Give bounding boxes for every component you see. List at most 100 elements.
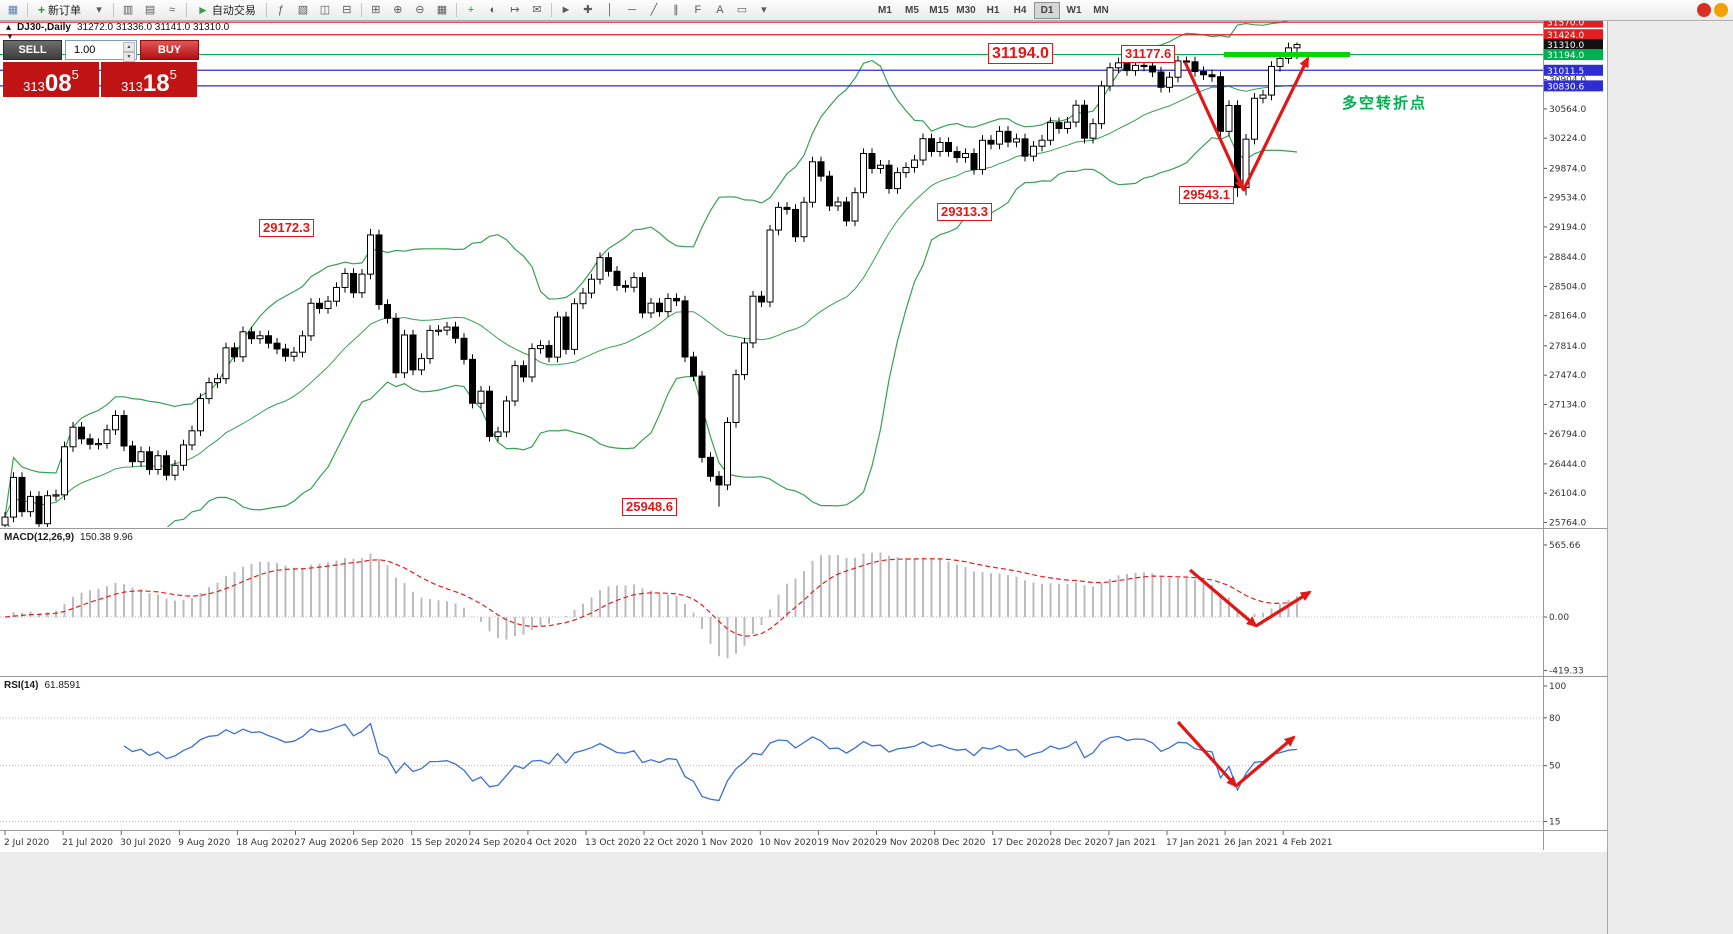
timeframe-toolbar: M1 M5 M15 M30 H1 H4 D1 W1 MN: [872, 2, 1115, 19]
svg-text:29 Nov 2020: 29 Nov 2020: [876, 838, 934, 848]
profiles-icon[interactable]: ▧: [297, 4, 309, 16]
vertical-line-icon[interactable]: │: [606, 4, 614, 16]
navigator-icon[interactable]: ◫: [319, 4, 331, 16]
sell-button[interactable]: SELL: [3, 40, 62, 60]
bar-chart-icon[interactable]: ▥: [122, 4, 134, 16]
price-annotation: 31177.6: [1121, 45, 1176, 63]
svg-text:24 Sep 2020: 24 Sep 2020: [469, 838, 526, 848]
svg-text:28844.0: 28844.0: [1549, 253, 1586, 263]
indicators-icon[interactable]: ƒ: [277, 4, 284, 16]
ask-prefix: 313: [121, 79, 143, 94]
bid-big-digits: 08: [44, 70, 72, 97]
new-order-button[interactable]: + 新订单: [32, 2, 87, 18]
zoom-in-icon[interactable]: ⊕: [393, 4, 403, 16]
svg-text:27134.0: 27134.0: [1549, 400, 1586, 410]
timeframe-m30[interactable]: M30: [956, 5, 976, 16]
timeframe-d1[interactable]: D1: [1034, 2, 1060, 19]
svg-text:80: 80: [1549, 714, 1561, 724]
channel-icon[interactable]: ∥: [673, 4, 679, 16]
volume-stepper: ▲ ▼: [123, 42, 135, 62]
ask-price[interactable]: 313 18 5: [101, 62, 197, 97]
svg-text:8 Dec 2020: 8 Dec 2020: [934, 838, 986, 848]
fibonacci-icon[interactable]: F: [694, 4, 702, 16]
ask-fraction: 5: [169, 67, 177, 82]
tile-windows-icon[interactable]: ▦: [436, 4, 448, 16]
svg-text:27814.0: 27814.0: [1549, 342, 1586, 352]
trendline-icon[interactable]: ╱: [650, 4, 658, 16]
timeframe-m15[interactable]: M15: [929, 5, 949, 16]
text-label-icon[interactable]: A: [716, 4, 724, 16]
svg-text:31424.0: 31424.0: [1547, 31, 1584, 41]
svg-text:6 Sep 2020: 6 Sep 2020: [353, 838, 405, 848]
new-chart-icon[interactable]: ⊞: [371, 4, 381, 16]
svg-text:4 Feb 2021: 4 Feb 2021: [1282, 838, 1332, 848]
svg-text:17 Jan 2021: 17 Jan 2021: [1166, 838, 1220, 848]
svg-text:25764.0: 25764.0: [1549, 519, 1586, 529]
svg-text:31570.0: 31570.0: [1547, 19, 1584, 29]
community-icon[interactable]: [1697, 3, 1711, 17]
rsi-value: 61.8591: [44, 680, 81, 691]
arrows-tool-icon[interactable]: ▾: [761, 4, 767, 16]
time-icon[interactable]: ◐: [489, 4, 497, 16]
svg-text:26 Jan 2021: 26 Jan 2021: [1224, 838, 1278, 848]
svg-text:29194.0: 29194.0: [1549, 223, 1586, 233]
chart-list-icon[interactable]: ▾: [96, 4, 102, 16]
toolbar-separator: [455, 3, 457, 17]
price-annotation: 29543.1: [1179, 186, 1234, 204]
chart-ohlc-values: 31272.0 31336.0 31141.0 31310.0: [76, 22, 230, 33]
volume-input[interactable]: 1.00 ▲ ▼: [65, 40, 137, 62]
line-chart-icon[interactable]: ≈: [168, 4, 176, 16]
ask-big-digits: 18: [142, 70, 170, 97]
add-indicator-icon[interactable]: +: [467, 4, 475, 16]
svg-text:30224.0: 30224.0: [1549, 134, 1586, 144]
zoom-out-icon[interactable]: ⊖: [415, 4, 425, 16]
timeframe-h4[interactable]: H4: [1013, 5, 1027, 16]
bid-price[interactable]: 313 08 5: [3, 62, 99, 97]
svg-text:0.00: 0.00: [1549, 613, 1569, 623]
toolbar-left-group: ▦ + 新订单 ▾ ▥ ▤ ≈ ► 自动交易 ƒ ▧ ◫ ⊟ ⊞ ⊕ ⊖ ▦ + ◐ ↦ ✉ ► ✚ │ ─ ╱ ∥ F A ▭ ▾: [0, 0, 775, 20]
svg-text:30 Jul 2020: 30 Jul 2020: [120, 838, 171, 848]
crosshair-icon[interactable]: ✚: [583, 4, 593, 16]
timeframe-w1[interactable]: W1: [1066, 5, 1082, 16]
one-click-collapse-icon[interactable]: ▼: [6, 32, 14, 41]
terminal-icon[interactable]: ▦: [7, 4, 19, 16]
svg-text:1 Nov 2020: 1 Nov 2020: [701, 838, 753, 848]
autotrading-button[interactable]: ► 自动交易: [191, 2, 262, 18]
toolbar-separator: [360, 3, 362, 17]
svg-text:10 Nov 2020: 10 Nov 2020: [759, 838, 817, 848]
shapes-icon[interactable]: ▭: [736, 4, 748, 16]
toolbar-separator: [27, 3, 28, 17]
price-annotation: 31194.0: [988, 43, 1053, 65]
timeframe-h1[interactable]: H1: [986, 5, 1000, 16]
cursor-icon[interactable]: ►: [560, 4, 572, 16]
rsi-indicator-label: RSI(14) 61.8591: [4, 680, 81, 691]
candlestick-chart-icon[interactable]: ▤: [144, 4, 156, 16]
svg-text:50: 50: [1549, 762, 1561, 772]
svg-text:28 Dec 2020: 28 Dec 2020: [1050, 838, 1108, 848]
help-icon[interactable]: [1714, 3, 1728, 17]
shift-chart-icon[interactable]: ↦: [510, 4, 520, 16]
svg-text:9 Aug 2020: 9 Aug 2020: [178, 838, 230, 848]
buy-button[interactable]: BUY: [140, 40, 199, 60]
toolbar: ▦ + 新订单 ▾ ▥ ▤ ≈ ► 自动交易 ƒ ▧ ◫ ⊟ ⊞ ⊕ ⊖ ▦ + ◐ ↦ ✉ ► ✚ │ ─ ╱ ∥ F A ▭ ▾ M1 M…: [0, 0, 1733, 21]
svg-text:15: 15: [1549, 817, 1560, 827]
timeframe-mn[interactable]: MN: [1093, 5, 1109, 16]
toolbar-separator: [186, 3, 188, 17]
horizontal-line-icon[interactable]: ─: [628, 4, 636, 16]
terminal-panel-icon[interactable]: ⊟: [342, 4, 352, 16]
svg-text:13 Oct 2020: 13 Oct 2020: [585, 838, 641, 848]
svg-text:30830.6: 30830.6: [1547, 82, 1584, 92]
price-annotation: 25948.6: [622, 498, 677, 516]
right-dock-area: [1607, 20, 1733, 934]
volume-increase-icon[interactable]: ▲: [123, 42, 135, 52]
timeframe-m1[interactable]: M1: [878, 5, 892, 16]
new-order-icon: +: [38, 3, 46, 17]
svg-text:26794.0: 26794.0: [1549, 430, 1586, 440]
svg-text:100: 100: [1549, 682, 1566, 692]
svg-text:30564.0: 30564.0: [1549, 105, 1586, 115]
volume-decrease-icon[interactable]: ▼: [123, 52, 135, 62]
timeframe-m5[interactable]: M5: [905, 5, 919, 16]
mail-icon[interactable]: ✉: [532, 4, 542, 16]
